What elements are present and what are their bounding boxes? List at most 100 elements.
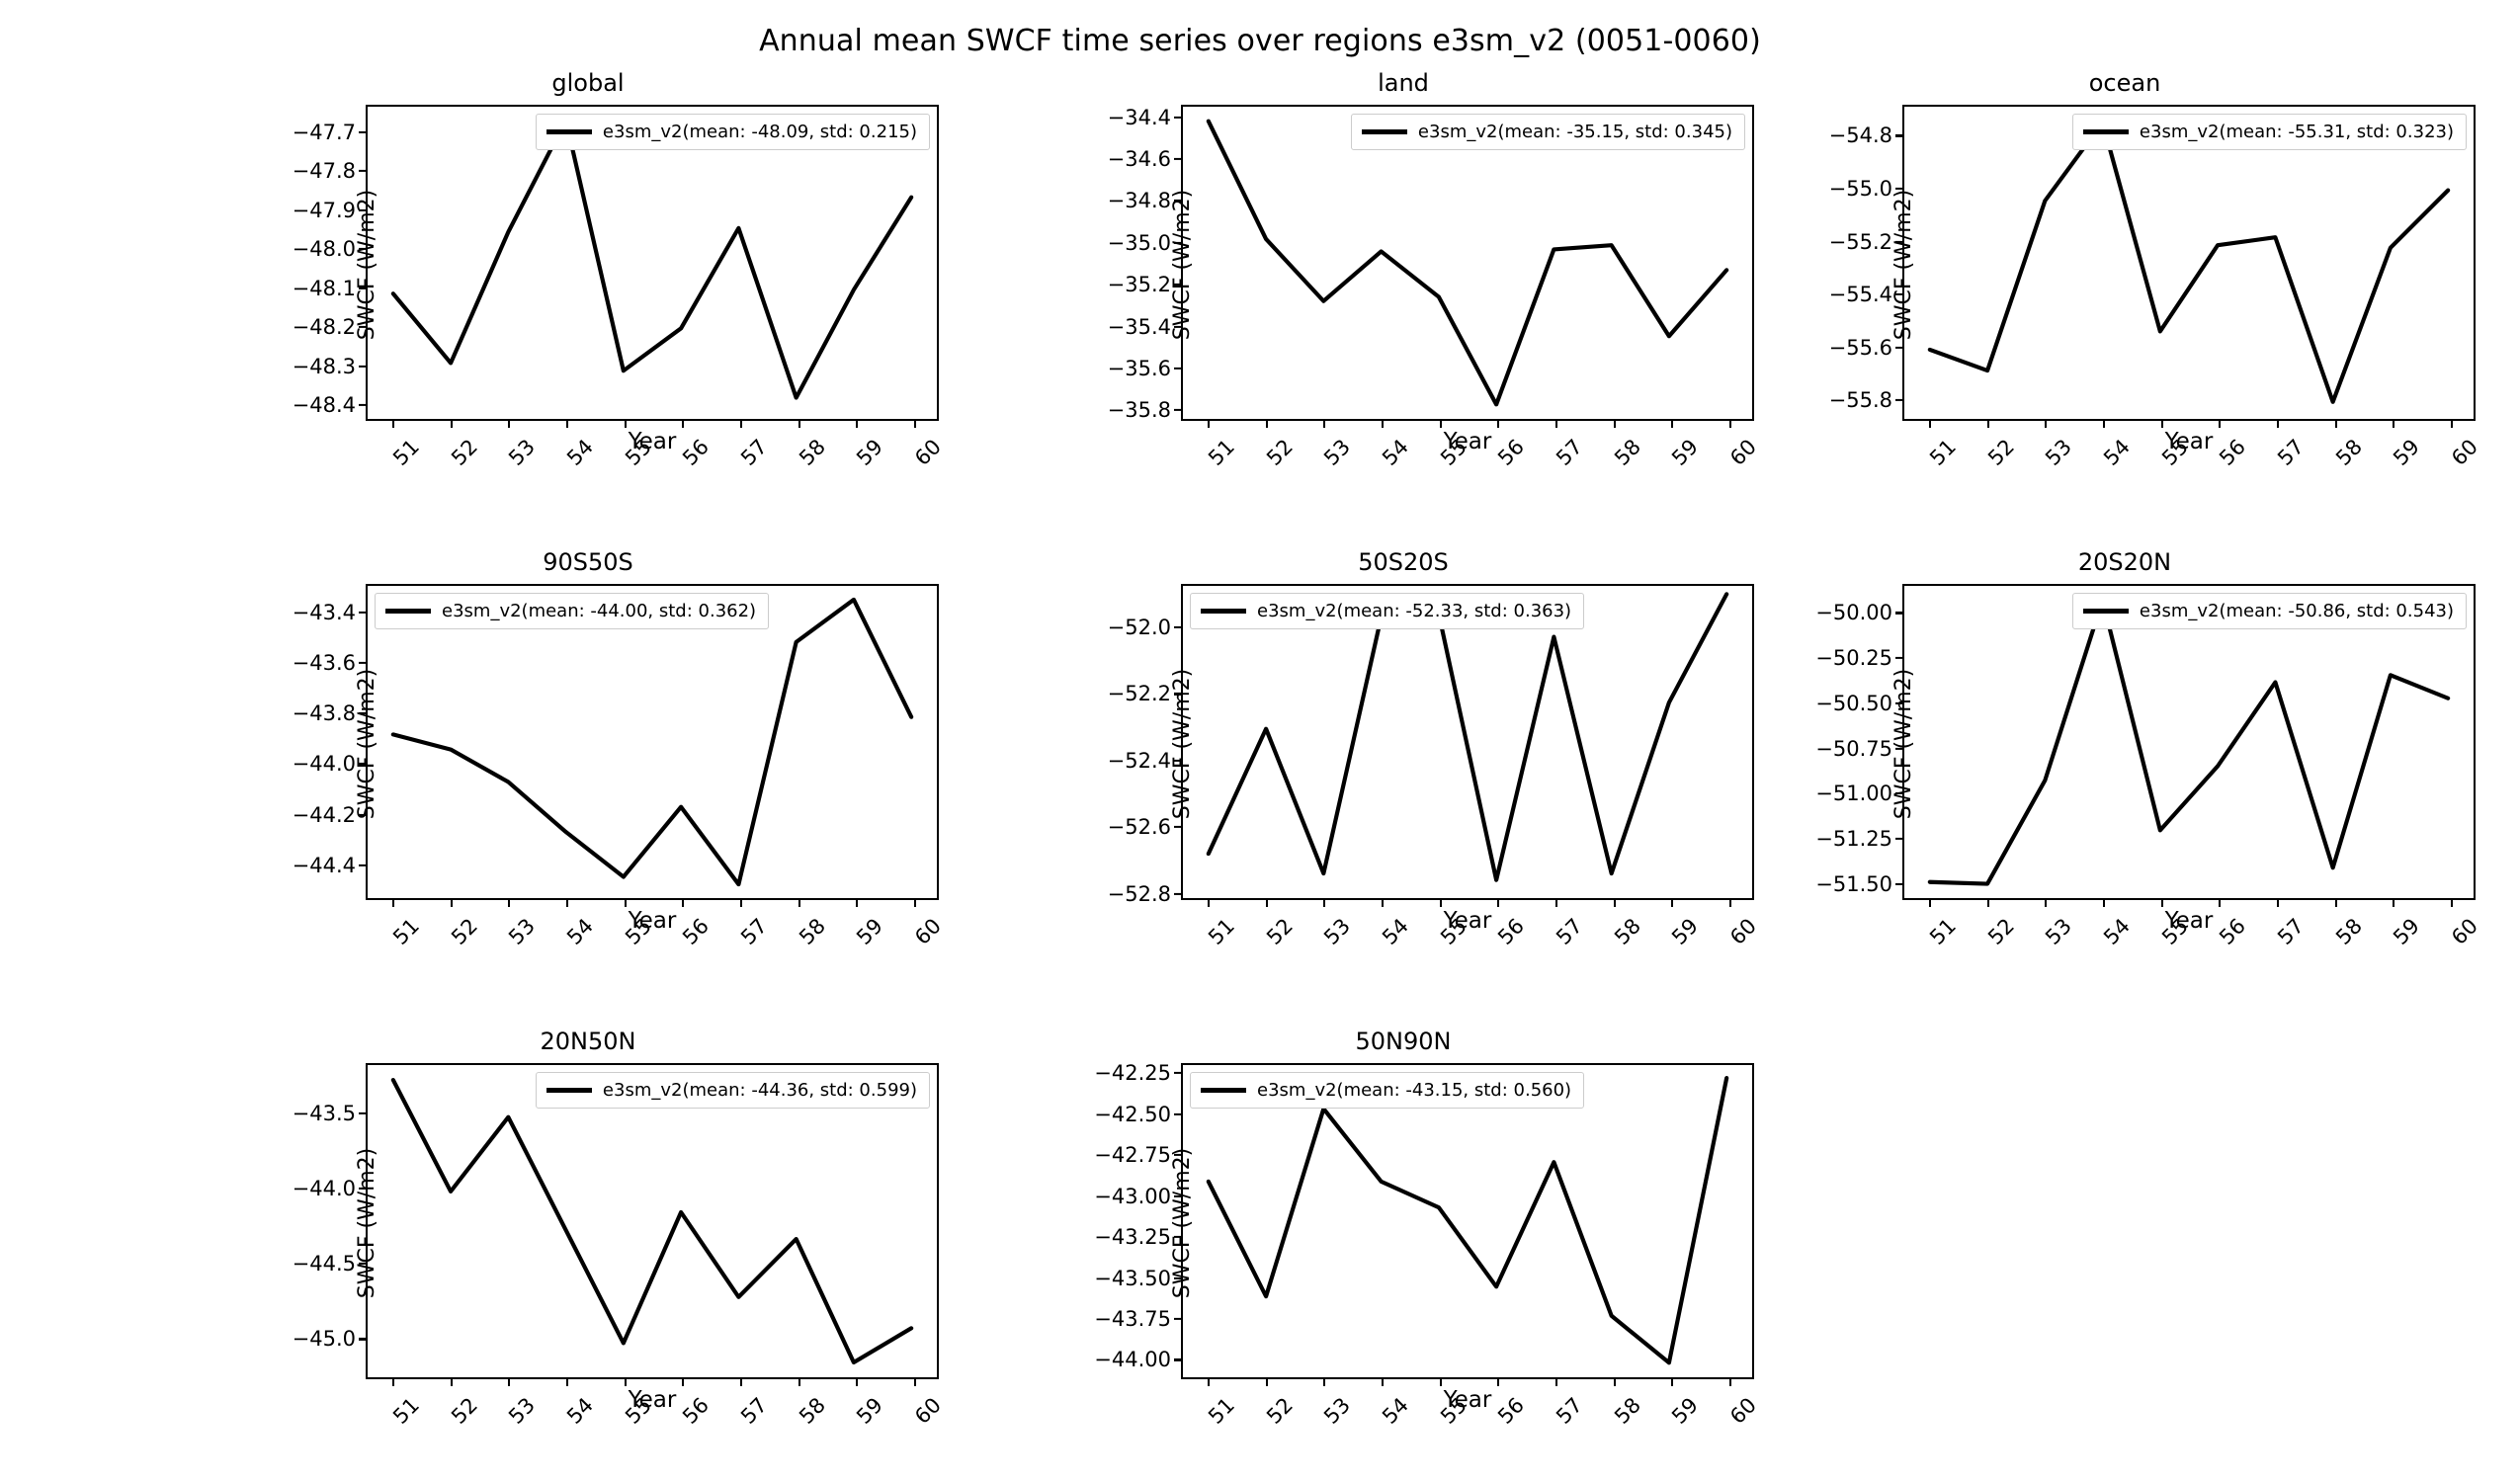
x-tick-mark xyxy=(1554,898,1558,907)
x-tick-mark xyxy=(1323,419,1326,428)
y-tick-mark xyxy=(1174,1358,1183,1361)
x-tick-mark xyxy=(1439,419,1442,428)
y-tick-mark xyxy=(1895,837,1904,841)
x-tick-mark xyxy=(1207,1377,1211,1386)
subplot-90s50s: 90S50S SWCF (W/m2) −43.4 −43.6 −43.8 −44.0 −44… xyxy=(198,548,978,983)
y-tick-label: −48.2 xyxy=(292,315,356,340)
y-tick-label: −43.4 xyxy=(292,600,356,624)
y-tick-label: −43.00 xyxy=(1094,1184,1171,1208)
x-tick-mark xyxy=(682,1377,685,1386)
subplot-title: 50S20S xyxy=(1358,548,1449,576)
y-tick-label: −43.50 xyxy=(1094,1266,1171,1290)
x-tick-mark xyxy=(508,898,511,907)
y-tick-mark xyxy=(1174,1072,1183,1075)
y-tick-mark xyxy=(359,287,368,289)
plot-area: SWCF (W/m2) −54.8 −55.0 −55.2 −55.4 −55.6 −55.… xyxy=(1829,105,2482,470)
legend[interactable]: e3sm_v2(mean: -44.00, std: 0.362) xyxy=(375,593,770,629)
x-tick-mark xyxy=(1265,1377,1268,1386)
x-tick-mark xyxy=(1554,1377,1558,1386)
y-tick-label: −35.8 xyxy=(1107,398,1171,423)
series-canvas xyxy=(390,597,914,887)
series-canvas xyxy=(1927,598,2451,886)
y-tick-mark xyxy=(359,1263,368,1266)
x-tick-mark xyxy=(2334,419,2337,428)
x-tick-mark xyxy=(1381,419,1385,428)
x-tick-mark xyxy=(1728,419,1732,428)
x-tick-mark xyxy=(1728,898,1732,907)
x-tick-mark xyxy=(565,419,569,428)
x-tick-mark xyxy=(739,1377,743,1386)
x-axis-label: Year xyxy=(1443,429,1492,454)
y-tick-mark xyxy=(359,365,368,368)
y-tick-label: −52.0 xyxy=(1107,616,1171,640)
x-tick-mark xyxy=(1613,419,1616,428)
y-tick-mark xyxy=(359,170,368,173)
y-tick-label: −44.5 xyxy=(292,1252,356,1276)
x-tick-mark xyxy=(856,898,859,907)
plot-area: SWCF (W/m2) −42.25 −42.50 −42.75 −43.00 −43.2… xyxy=(1094,1061,1761,1429)
data-line-e3sm_v2 xyxy=(1927,120,2451,404)
y-tick-label: −35.4 xyxy=(1107,314,1171,339)
x-tick-mark xyxy=(1497,419,1500,428)
x-tick-mark xyxy=(798,898,800,907)
x-tick-mark xyxy=(624,898,627,907)
y-tick-label: −51.50 xyxy=(1815,871,1892,896)
legend[interactable]: e3sm_v2(mean: -52.33, std: 0.363) xyxy=(1190,593,1585,629)
y-tick-label: −42.25 xyxy=(1094,1061,1171,1086)
y-tick-mark xyxy=(1895,134,1904,137)
subplot-50s20s: 50S20S SWCF (W/m2) −52.0 −52.2 −52.4 −52.6 −52… xyxy=(1013,548,1794,983)
y-tick-mark xyxy=(1895,882,1904,885)
x-tick-mark xyxy=(1497,1377,1500,1386)
x-tick-mark xyxy=(565,898,569,907)
x-tick-mark xyxy=(1928,898,1932,907)
x-tick-mark xyxy=(1323,1377,1326,1386)
legend[interactable]: e3sm_v2(mean: -35.15, std: 0.345) xyxy=(1350,114,1745,150)
y-tick-label: −35.6 xyxy=(1107,356,1171,380)
y-tick-mark xyxy=(1174,1276,1183,1279)
plot-area: SWCF (W/m2) −50.00 −50.25 −50.50 −50.75 −51.0… xyxy=(1815,584,2482,949)
y-tick-label: −48.4 xyxy=(292,393,356,418)
x-tick-mark xyxy=(450,1377,453,1386)
y-tick-mark xyxy=(1174,1112,1183,1115)
subplot-title: 20N50N xyxy=(540,1028,636,1055)
y-tick-mark xyxy=(1895,701,1904,704)
y-tick-mark xyxy=(359,208,368,211)
data-line-e3sm_v2 xyxy=(1206,592,1729,882)
y-tick-mark xyxy=(1174,1235,1183,1239)
legend[interactable]: e3sm_v2(mean: -48.09, std: 0.215) xyxy=(535,114,930,150)
x-tick-mark xyxy=(2219,898,2222,907)
legend[interactable]: e3sm_v2(mean: -43.15, std: 0.560) xyxy=(1190,1072,1585,1109)
x-tick-mark xyxy=(2160,419,2163,428)
legend[interactable]: e3sm_v2(mean: -50.86, std: 0.543) xyxy=(2071,593,2467,629)
legend-line-icon xyxy=(546,129,592,134)
x-axis-label: Year xyxy=(628,908,677,934)
legend-label: e3sm_v2(mean: -48.09, std: 0.215) xyxy=(602,122,917,142)
y-tick-label: −51.25 xyxy=(1815,827,1892,851)
x-tick-mark xyxy=(624,1377,627,1386)
y-tick-mark xyxy=(1174,1154,1183,1157)
subplot-20n50n: 20N50N SWCF (W/m2) −43.5 −44.0 −44.5 −45.0 51 5… xyxy=(198,1028,978,1462)
legend[interactable]: e3sm_v2(mean: -44.36, std: 0.599) xyxy=(535,1072,930,1109)
y-tick-label: −34.8 xyxy=(1107,189,1171,213)
y-tick-mark xyxy=(1174,367,1183,370)
y-tick-label: −35.0 xyxy=(1107,230,1171,255)
y-tick-mark xyxy=(1174,157,1183,161)
x-tick-mark xyxy=(856,419,859,428)
y-tick-mark xyxy=(1895,612,1904,615)
x-tick-mark xyxy=(508,419,511,428)
legend[interactable]: e3sm_v2(mean: -55.31, std: 0.323) xyxy=(2071,114,2467,150)
plot-area: SWCF (W/m2) −47.7 −47.8 −47.9 −48.0 −48.1 −48.… xyxy=(293,105,946,470)
y-tick-label: −48.1 xyxy=(292,276,356,300)
subplot-title: 50N90N xyxy=(1355,1028,1452,1055)
y-tick-label: −34.4 xyxy=(1107,105,1171,129)
y-tick-label: −48.0 xyxy=(292,237,356,262)
x-tick-mark xyxy=(391,419,395,428)
legend-label: e3sm_v2(mean: -43.15, std: 0.560) xyxy=(1257,1080,1572,1101)
x-tick-mark xyxy=(1986,898,1989,907)
y-tick-mark xyxy=(1895,187,1904,191)
y-tick-label: −55.6 xyxy=(1828,335,1892,360)
legend-label: e3sm_v2(mean: -44.36, std: 0.599) xyxy=(602,1080,917,1101)
x-axis-label: Year xyxy=(2164,429,2214,454)
legend-line-icon xyxy=(385,609,431,614)
y-tick-label: −47.9 xyxy=(292,198,356,222)
